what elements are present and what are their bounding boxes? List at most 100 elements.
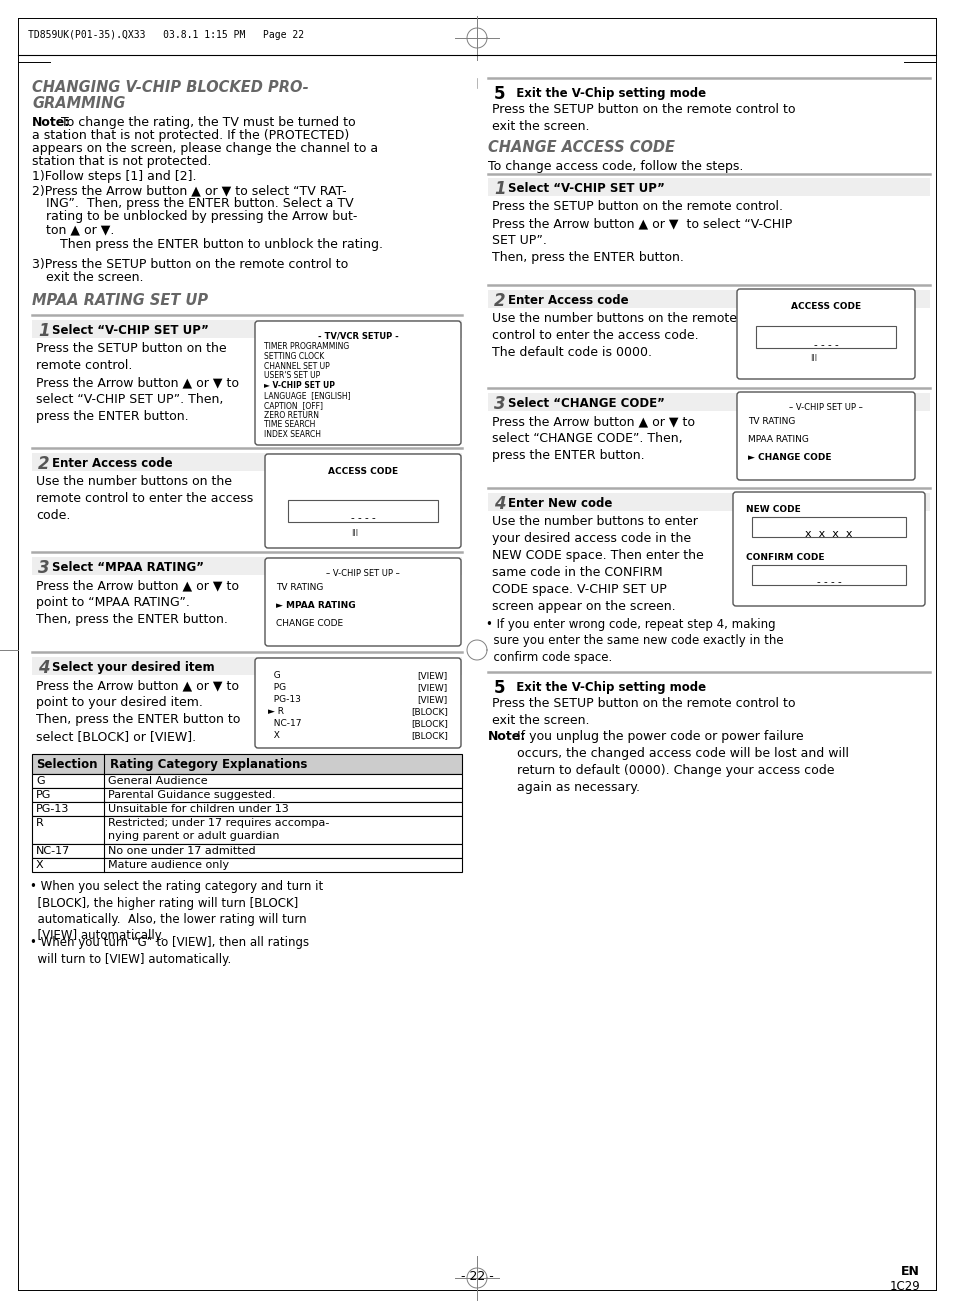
Text: station that is not protected.: station that is not protected.	[32, 156, 212, 167]
Text: PG-13: PG-13	[268, 695, 300, 704]
Text: 3)Press the SETUP button on the remote control to: 3)Press the SETUP button on the remote c…	[32, 258, 348, 271]
Text: 5: 5	[494, 85, 505, 103]
Bar	[32, 787, 461, 802]
Text: To change access code, follow the steps.: To change access code, follow the steps.	[488, 160, 742, 173]
Text: 1: 1	[494, 181, 505, 198]
Text: 3: 3	[38, 559, 50, 577]
Text: ► MPAA RATING: ► MPAA RATING	[275, 600, 355, 610]
Text: USER'S SET UP: USER'S SET UP	[264, 371, 320, 381]
Bar	[755, 326, 895, 348]
Bar	[488, 493, 929, 511]
Text: LANGUAGE  [ENGLISH]: LANGUAGE [ENGLISH]	[264, 391, 351, 400]
Text: - - - -: - - - -	[351, 513, 375, 523]
Text: Exit the V-Chip setting mode: Exit the V-Chip setting mode	[507, 88, 705, 99]
Text: • If you enter wrong code, repeat step 4, making
  sure you enter the same new c: • If you enter wrong code, repeat step 4…	[485, 617, 782, 664]
Bar	[32, 753, 461, 774]
Text: Select “V-CHIP SET UP”: Select “V-CHIP SET UP”	[52, 324, 209, 337]
Bar	[32, 802, 461, 816]
Text: • When you select the rating category and turn it
  [BLOCK], the higher rating w: • When you select the rating category an…	[30, 880, 323, 943]
FancyBboxPatch shape	[737, 392, 914, 480]
Bar	[32, 774, 461, 787]
Text: Press the SETUP button on the
remote control.
Press the Arrow button ▲ or ▼ to
s: Press the SETUP button on the remote con…	[36, 341, 239, 422]
Text: Press the Arrow button ▲ or ▼ to
select “CHANGE CODE”. Then,
press the ENTER but: Press the Arrow button ▲ or ▼ to select …	[492, 415, 695, 462]
Text: X: X	[36, 859, 44, 870]
Text: NC-17: NC-17	[268, 719, 301, 729]
Text: 3: 3	[494, 395, 505, 413]
Text: exit the screen.: exit the screen.	[46, 271, 143, 284]
Text: – V-CHIP SET UP –: – V-CHIP SET UP –	[788, 403, 862, 412]
Text: TIMER PROGRAMMING: TIMER PROGRAMMING	[264, 341, 349, 351]
FancyBboxPatch shape	[254, 320, 460, 445]
Text: SETTING CLOCK: SETTING CLOCK	[264, 352, 324, 361]
Text: Selection: Selection	[36, 759, 97, 770]
Text: No one under 17 admitted: No one under 17 admitted	[108, 846, 255, 855]
Bar	[32, 844, 461, 858]
Text: Then press the ENTER button to unblock the rating.: Then press the ENTER button to unblock t…	[60, 238, 382, 251]
Text: PG: PG	[268, 683, 286, 692]
Text: CHANGING V-CHIP BLOCKED PRO-: CHANGING V-CHIP BLOCKED PRO-	[32, 80, 309, 95]
Text: CONFIRM CODE: CONFIRM CODE	[745, 553, 823, 562]
Text: Use the number buttons on the
remote control to enter the access
code.: Use the number buttons on the remote con…	[36, 475, 253, 522]
Bar	[32, 858, 461, 872]
Text: MPAA RATING: MPAA RATING	[747, 436, 808, 443]
Text: Enter Access code: Enter Access code	[52, 456, 172, 470]
Text: appears on the screen, please change the channel to a: appears on the screen, please change the…	[32, 143, 377, 156]
Text: R: R	[36, 818, 44, 828]
Text: 1)Follow steps [1] and [2].: 1)Follow steps [1] and [2].	[32, 170, 196, 183]
Text: ► R: ► R	[268, 708, 284, 715]
Text: Unsuitable for children under 13: Unsuitable for children under 13	[108, 804, 289, 814]
Text: PG: PG	[36, 790, 51, 800]
Text: 1C29: 1C29	[888, 1281, 919, 1294]
Text: Enter New code: Enter New code	[507, 497, 612, 510]
Text: 2: 2	[38, 455, 50, 473]
Text: Restricted; under 17 requires accompa-: Restricted; under 17 requires accompa-	[108, 818, 329, 828]
Text: [BLOCK]: [BLOCK]	[411, 719, 448, 729]
Text: - - - -: - - - -	[813, 340, 838, 351]
Text: NEW CODE: NEW CODE	[745, 505, 800, 514]
Text: Enter Access code: Enter Access code	[507, 294, 628, 307]
FancyBboxPatch shape	[737, 289, 914, 379]
Text: ► V-CHIP SET UP: ► V-CHIP SET UP	[264, 381, 335, 390]
Text: Press the SETUP button on the remote control to
exit the screen.: Press the SETUP button on the remote con…	[492, 103, 795, 133]
Text: Rating Category Explanations: Rating Category Explanations	[110, 759, 307, 770]
Text: TV RATING: TV RATING	[275, 583, 323, 593]
Text: - - - -: - - - -	[816, 577, 841, 587]
Text: Press the SETUP button on the remote control.
Press the Arrow button ▲ or ▼  to : Press the SETUP button on the remote con…	[492, 200, 791, 264]
Text: To change the rating, the TV must be turned to: To change the rating, the TV must be tur…	[61, 116, 355, 129]
Text: X: X	[268, 731, 279, 740]
Text: CHANGE CODE: CHANGE CODE	[275, 619, 343, 628]
Text: G: G	[36, 776, 45, 786]
Text: CAPTION  [OFF]: CAPTION [OFF]	[264, 400, 323, 409]
Text: – V-CHIP SET UP –: – V-CHIP SET UP –	[326, 569, 399, 578]
Text: GRAMMING: GRAMMING	[32, 95, 125, 111]
Text: Select your desired item: Select your desired item	[52, 661, 214, 674]
Bar	[488, 290, 929, 307]
Text: a station that is not protected. If the (PROTECTED): a station that is not protected. If the …	[32, 129, 349, 143]
Text: 5: 5	[494, 679, 505, 697]
FancyBboxPatch shape	[265, 559, 460, 646]
Text: If you unplug the power code or power failure
occurs, the changed access code wi: If you unplug the power code or power fa…	[517, 730, 848, 794]
Text: Press the Arrow button ▲ or ▼ to
point to your desired item.
Then, press the ENT: Press the Arrow button ▲ or ▼ to point t…	[36, 679, 240, 743]
Text: Mature audience only: Mature audience only	[108, 859, 229, 870]
Text: ING”.  Then, press the ENTER button. Select a TV: ING”. Then, press the ENTER button. Sele…	[46, 198, 354, 211]
Text: 2)Press the Arrow button ▲ or ▼ to select “TV RAT-: 2)Press the Arrow button ▲ or ▼ to selec…	[32, 184, 346, 198]
Bar	[32, 816, 461, 844]
Text: INDEX SEARCH: INDEX SEARCH	[264, 430, 320, 439]
Text: |||: |||	[351, 528, 358, 536]
Text: Note:: Note:	[488, 730, 526, 743]
Text: NC-17: NC-17	[36, 846, 71, 855]
Text: ACCESS CODE: ACCESS CODE	[328, 467, 397, 476]
Bar	[32, 657, 461, 675]
Text: ton ▲ or ▼.: ton ▲ or ▼.	[46, 222, 114, 235]
Text: [BLOCK]: [BLOCK]	[411, 731, 448, 740]
FancyBboxPatch shape	[265, 454, 460, 548]
FancyBboxPatch shape	[732, 492, 924, 606]
Text: Use the number buttons on the remote
control to enter the access code.
The defau: Use the number buttons on the remote con…	[492, 313, 737, 358]
Text: TIME SEARCH: TIME SEARCH	[264, 420, 315, 429]
Text: Parental Guidance suggested.: Parental Guidance suggested.	[108, 790, 275, 800]
Text: 4: 4	[494, 494, 505, 513]
Text: |||: |||	[810, 354, 817, 361]
Text: [VIEW]: [VIEW]	[417, 695, 448, 704]
Bar	[32, 557, 461, 576]
Text: Press the Arrow button ▲ or ▼ to
point to “MPAA RATING”.
Then, press the ENTER b: Press the Arrow button ▲ or ▼ to point t…	[36, 579, 239, 627]
